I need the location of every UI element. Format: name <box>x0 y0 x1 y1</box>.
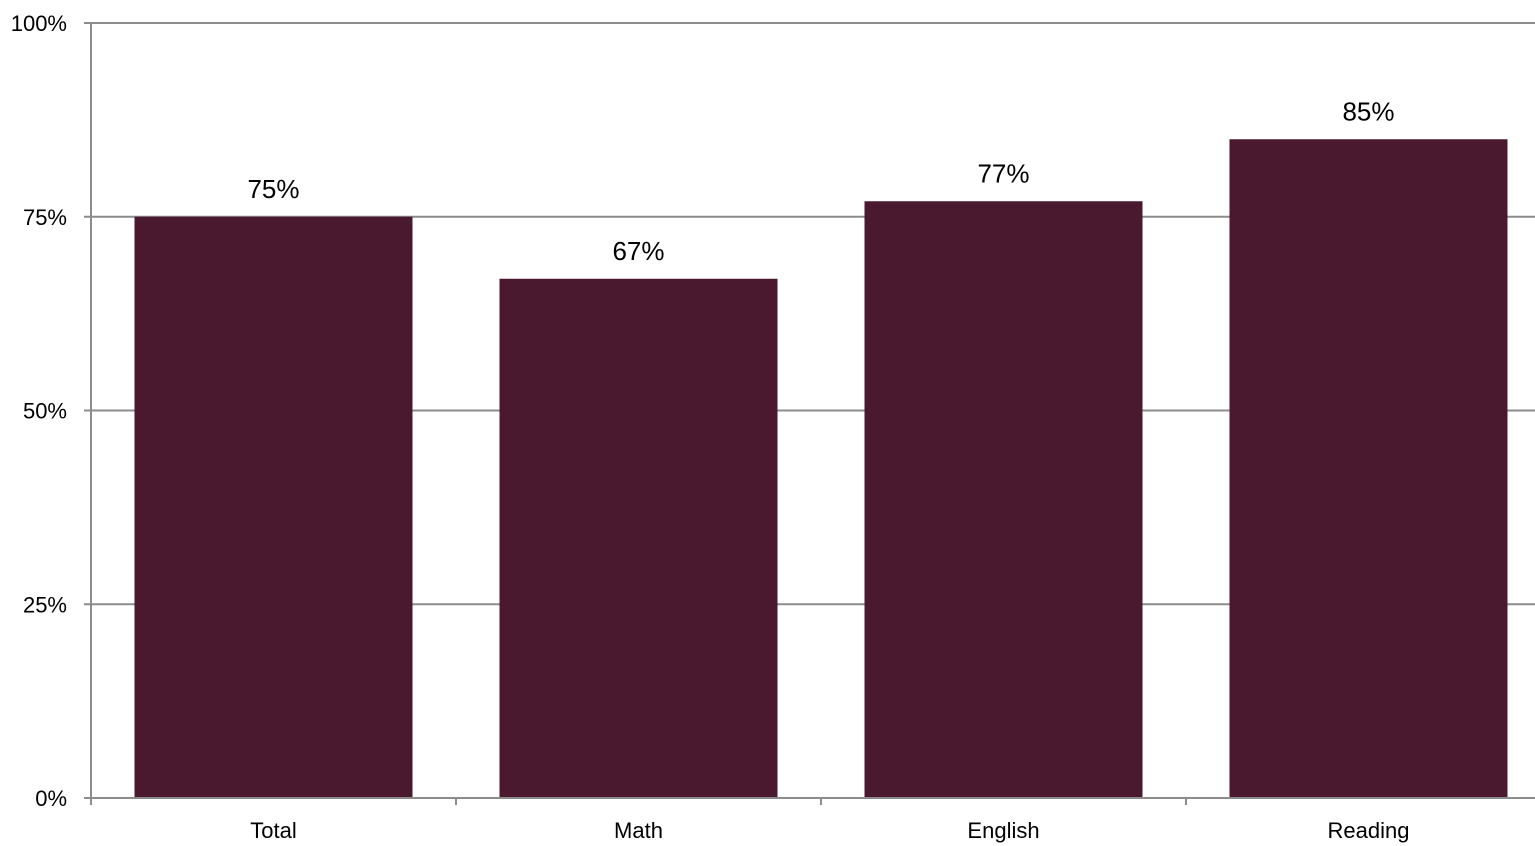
x-tick-label-total: Total <box>250 818 296 843</box>
y-tick-label: 100% <box>11 11 67 36</box>
bar-total <box>134 216 413 798</box>
y-tick-label: 50% <box>23 399 67 424</box>
axes <box>84 22 1535 805</box>
y-tick-label: 75% <box>23 205 67 230</box>
y-tick-label: 0% <box>35 786 67 811</box>
data-label-english: 77% <box>977 158 1029 188</box>
x-tick-label-math: Math <box>614 818 663 843</box>
bars <box>134 139 1508 798</box>
bar-english <box>864 201 1143 798</box>
x-tick-label-reading: Reading <box>1328 818 1410 843</box>
x-tick-label-english: English <box>967 818 1039 843</box>
data-label-reading: 85% <box>1342 96 1394 126</box>
data-label-total: 75% <box>247 174 299 204</box>
y-tick-label: 25% <box>23 592 67 617</box>
bar-reading <box>1229 139 1508 798</box>
bar-math <box>499 278 778 798</box>
data-label-math: 67% <box>612 236 664 266</box>
labels: 0% 25% 50% 75% 100% Total 75% Math 67% English 77%… <box>11 11 1410 843</box>
